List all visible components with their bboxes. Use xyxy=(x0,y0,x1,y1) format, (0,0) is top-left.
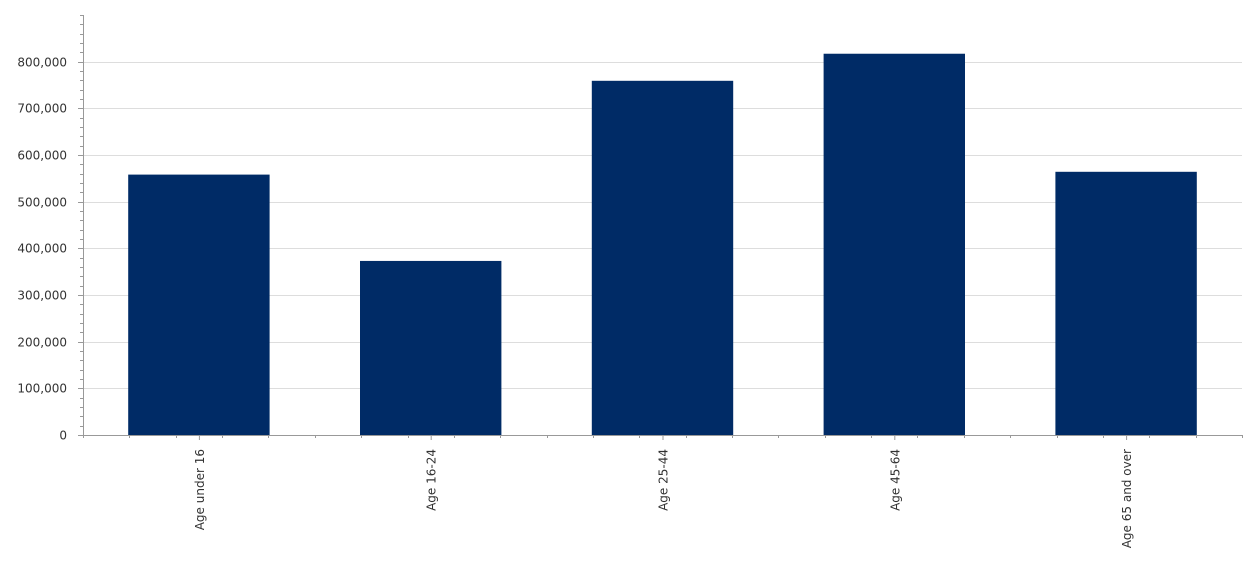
x-tick-label: Age 25-44 xyxy=(657,449,671,511)
bar-age-under-16 xyxy=(128,174,270,435)
bars xyxy=(128,53,1197,436)
y-tick-label: 500,000 xyxy=(17,196,67,210)
y-axis-ticks: 0 100,000 200,000 300,000 400,000 500,000 600,… xyxy=(17,15,83,443)
y-tick-label: 800,000 xyxy=(17,56,67,70)
bar-age-25-44 xyxy=(591,80,734,436)
x-tick-label: Age 65 and over xyxy=(1120,449,1134,548)
y-tick-label: 600,000 xyxy=(17,149,67,163)
y-tick-label: 700,000 xyxy=(17,102,67,116)
y-tick-label: 300,000 xyxy=(17,289,67,303)
bar-age-45-64 xyxy=(823,53,965,435)
y-tick-label: 200,000 xyxy=(17,336,67,350)
x-tick-label: Age 16-24 xyxy=(425,449,439,511)
y-tick-label: 400,000 xyxy=(17,242,67,256)
x-tick-label: Age under 16 xyxy=(193,449,207,530)
bar-age-65-and-over xyxy=(1055,171,1197,436)
bar-age-16-24 xyxy=(360,260,502,435)
y-tick-label: 0 xyxy=(59,429,67,443)
x-tick-label: Age 45-64 xyxy=(888,449,902,511)
x-axis-ticks: Age under 16 Age 16-24 Age 25-44 Age 45-64 A… xyxy=(83,435,1243,548)
y-tick-label: 100,000 xyxy=(17,382,67,396)
